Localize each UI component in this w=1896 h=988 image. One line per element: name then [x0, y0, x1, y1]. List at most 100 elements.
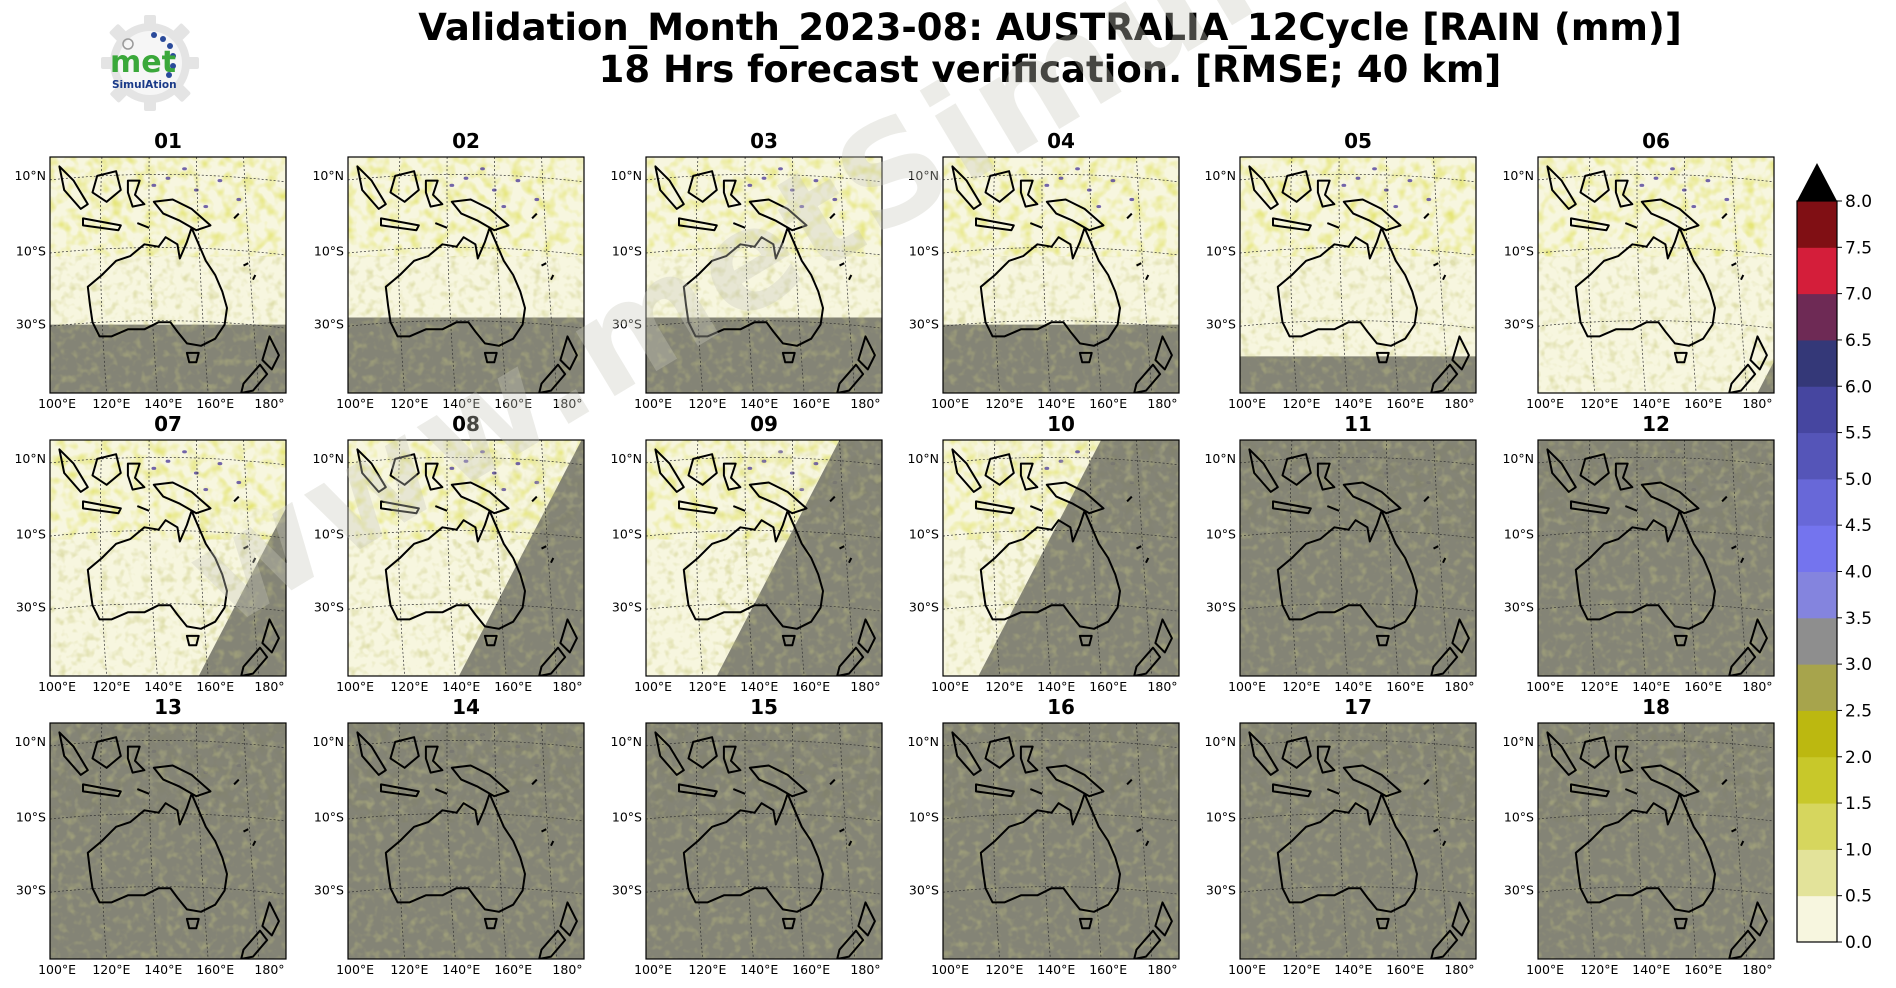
panel-title: 10: [1047, 412, 1075, 436]
svg-text:met: met: [110, 45, 176, 80]
colorbar: 0.0 0.5 1.0 1.5 2.0 2.5 3.0 3.5 4.0 4.5 5.0 5.5 6.0 6…: [1796, 163, 1872, 953]
x-tick-label: 140°E: [740, 679, 778, 694]
graticule: [1538, 440, 1774, 676]
rain-max-speck: [1383, 188, 1389, 192]
colorbar-tick-label: 7.5: [1845, 238, 1872, 258]
x-tick-label: 160°E: [1089, 679, 1127, 694]
panel-11: 11 10°N 10°S 30°S 100°E 120°E 140°E 160°E 180°: [1204, 412, 1477, 694]
rain-max-speck: [449, 466, 455, 470]
y-tick-label: 30°S: [1504, 600, 1534, 615]
panel-title: 09: [750, 412, 778, 436]
panel-06: 06 10°N 10°S 30°S 100°E 120°E 140°E 160°E 180°: [1502, 129, 1775, 411]
y-tick-label: 10°N: [1502, 168, 1534, 183]
colorbar-tick-label: 8.0: [1845, 192, 1872, 212]
night-rain-field: [50, 324, 286, 393]
y-tick-label: 10°S: [1206, 243, 1236, 258]
coastlines: [58, 448, 280, 676]
y-tick-label: 30°S: [1504, 883, 1534, 898]
rain-max-speck: [463, 459, 469, 463]
rain-max-speck: [534, 197, 540, 202]
rain-max-speck: [761, 176, 767, 180]
x-tick-label: 160°E: [196, 962, 234, 977]
x-tick-label: 100°E: [634, 679, 672, 694]
graticule: [646, 440, 882, 676]
colorbar-swatch: [1797, 386, 1837, 434]
night-rain-field: [943, 324, 1179, 393]
panel-title: 17: [1344, 695, 1372, 719]
x-tick-label: 140°E: [1037, 962, 1075, 977]
y-tick-label: 10°S: [16, 243, 46, 258]
colorbar-swatch: [1797, 849, 1837, 897]
colorbar-swatch: [1797, 803, 1837, 850]
coastlines: [58, 731, 280, 959]
coastlines: [356, 731, 578, 959]
panel-frame: [347, 439, 585, 677]
y-tick-label: 30°S: [909, 317, 939, 332]
panel-18: 18 10°N 10°S 30°S 100°E 120°E 140°E 160°E 180°: [1502, 695, 1775, 977]
x-tick-label: 100°E: [1526, 679, 1564, 694]
rain-max-speck: [165, 176, 171, 180]
x-tick-label: 100°E: [336, 396, 374, 411]
y-tick-label: 30°S: [612, 317, 642, 332]
x-tick-label: 120°E: [985, 396, 1023, 411]
rain-max-speck: [1372, 167, 1377, 171]
x-tick-label: 100°E: [1228, 679, 1266, 694]
y-tick-label: 10°N: [1204, 451, 1236, 466]
colorbar-tick-label: 2.0: [1845, 748, 1872, 768]
night-rain-field: [458, 440, 584, 676]
x-tick-label: 100°E: [1526, 962, 1564, 977]
panel-grid: 01 10°N 10°S 30°S 100°E 120°E 140°E 160°E 180° 02…: [14, 129, 1775, 977]
y-tick-label: 30°S: [612, 600, 642, 615]
rain-max-speck: [1044, 183, 1050, 187]
panel-10: 10 10°N 10°S 30°S 100°E 120°E 140°E 160°E 180°: [907, 412, 1180, 694]
panel-frame: [347, 156, 585, 394]
x-tick-label: 100°E: [931, 679, 969, 694]
x-tick-label: 100°E: [38, 396, 76, 411]
rain-max-speck: [463, 176, 469, 180]
colorbar-tick-label: 1.0: [1845, 840, 1872, 860]
rain-max-speck: [491, 188, 497, 192]
panel-title: 12: [1642, 412, 1670, 436]
y-tick-label: 10°N: [312, 734, 344, 749]
graticule: [1240, 723, 1476, 959]
x-tick-label: 160°E: [1386, 679, 1424, 694]
x-tick-label: 180°: [552, 962, 582, 977]
panel-title: 01: [154, 129, 182, 153]
x-tick-label: 180°: [254, 679, 284, 694]
x-tick-label: 100°E: [1526, 396, 1564, 411]
x-tick-label: 100°E: [931, 962, 969, 977]
y-tick-label: 10°N: [312, 168, 344, 183]
y-tick-label: 10°N: [907, 734, 939, 749]
x-tick-label: 180°: [552, 396, 582, 411]
panel-09: 09 10°N 10°S 30°S 100°E 120°E 140°E 160°E 180°: [610, 412, 883, 694]
panel-frame: [1239, 722, 1477, 960]
x-tick-label: 120°E: [1282, 396, 1320, 411]
colorbar-tick-label: 5.5: [1845, 424, 1872, 444]
y-tick-label: 10°S: [909, 526, 939, 541]
x-tick-label: 160°E: [1089, 396, 1127, 411]
rain-max-speck: [1341, 183, 1347, 187]
x-tick-label: 140°E: [144, 396, 182, 411]
panel-title: 02: [452, 129, 480, 153]
coastlines: [654, 448, 876, 676]
colorbar-swatch: [1797, 339, 1837, 387]
coastlines: [1248, 448, 1470, 676]
panel-title: 15: [750, 695, 778, 719]
coastlines: [654, 731, 876, 959]
panel-08: 08 10°N 10°S 30°S 100°E 120°E 140°E 160°E 180°: [312, 412, 585, 694]
y-tick-label: 10°S: [16, 526, 46, 541]
rain-max-speck: [799, 487, 805, 492]
colorbar-swatch: [1797, 664, 1837, 711]
x-tick-label: 100°E: [1228, 396, 1266, 411]
rain-max-speck: [1044, 466, 1050, 470]
rain-max-speck: [832, 197, 838, 202]
rain-max-speck: [193, 471, 199, 475]
panel-frame: [49, 439, 287, 677]
y-tick-label: 10°S: [1504, 809, 1534, 824]
x-tick-label: 100°E: [634, 962, 672, 977]
y-tick-label: 10°S: [1206, 526, 1236, 541]
rain-max-speck: [1670, 167, 1675, 171]
x-tick-label: 140°E: [1632, 962, 1670, 977]
y-tick-label: 30°S: [314, 600, 344, 615]
night-rain-field: [1240, 440, 1476, 676]
